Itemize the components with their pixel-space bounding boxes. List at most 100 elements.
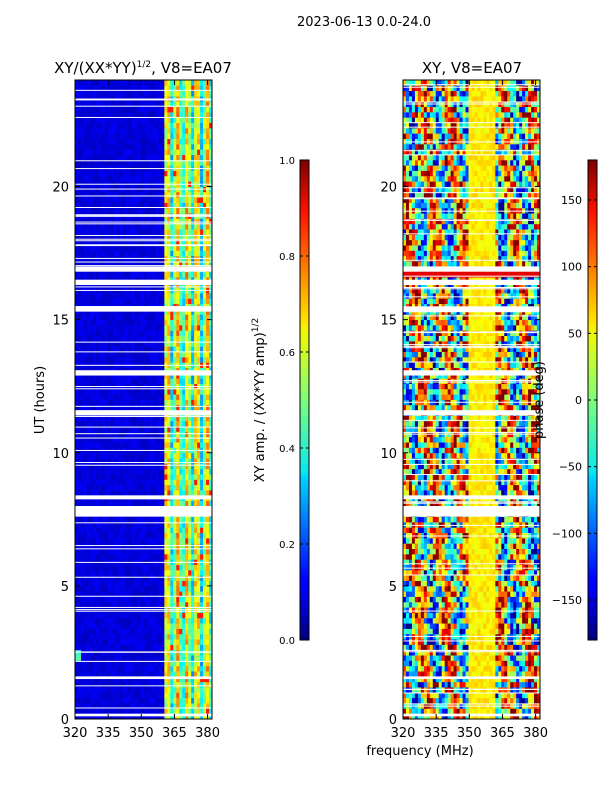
heatmap-cell <box>131 229 135 235</box>
heatmap-cell <box>206 202 210 209</box>
heatmap-cell <box>89 298 94 305</box>
heatmap-cell <box>131 319 135 326</box>
heatmap-cell <box>101 623 106 629</box>
heatmap-cell <box>152 697 156 704</box>
heatmap-cell <box>110 351 115 358</box>
heatmap-cell <box>158 644 162 651</box>
heatmap-cell <box>146 165 150 171</box>
heatmap-cell <box>209 298 213 305</box>
heatmap-cell <box>203 580 207 587</box>
heatmap-cell <box>107 340 112 347</box>
heatmap-cell <box>140 165 144 171</box>
heatmap-cell <box>125 474 130 480</box>
heatmap-cell <box>134 665 138 672</box>
heatmap-cell <box>75 239 79 246</box>
heatmap-cell <box>149 415 153 422</box>
heatmap-cell <box>188 601 192 608</box>
heatmap-cell <box>92 676 97 683</box>
heatmap-cell <box>101 671 106 677</box>
heatmap-cell <box>152 372 156 379</box>
heatmap-cell <box>197 229 201 235</box>
heatmap-cell <box>125 623 130 629</box>
heatmap-cell <box>149 154 153 161</box>
heatmap-cell <box>101 426 106 432</box>
heatmap-cell <box>75 591 79 597</box>
heatmap-cell <box>158 537 162 544</box>
heatmap-cell <box>116 319 121 326</box>
heatmap-cell <box>80 229 85 235</box>
heatmap-cell <box>176 532 180 539</box>
heatmap-cell <box>161 623 165 629</box>
heatmap-cell <box>134 628 138 635</box>
heatmap-cell <box>119 159 124 166</box>
heatmap-cell <box>194 458 198 464</box>
heatmap-cell <box>185 623 189 629</box>
heatmap-cell <box>155 633 159 640</box>
heatmap-cell <box>206 420 210 427</box>
heatmap-cell <box>200 676 204 683</box>
heatmap-cell <box>197 628 201 635</box>
heatmap-cell <box>209 479 213 486</box>
heatmap-cell <box>170 596 174 603</box>
heatmap-cell <box>80 324 85 331</box>
heatmap-cell <box>125 591 130 597</box>
heatmap-cell <box>83 442 88 448</box>
heatmap-cell <box>98 553 103 560</box>
heatmap-cell <box>164 143 168 150</box>
heatmap-cell <box>206 388 210 395</box>
heatmap-cell <box>116 159 121 166</box>
heatmap-cell <box>188 388 192 395</box>
heatmap-cell <box>170 234 174 241</box>
heatmap-cell <box>95 234 100 241</box>
heatmap-cell <box>146 612 150 619</box>
heatmap-cell <box>155 415 159 422</box>
heatmap-cell <box>104 633 109 640</box>
heatmap-cell <box>125 388 130 395</box>
heatmap-cell <box>86 516 91 523</box>
heatmap-cell <box>200 319 204 326</box>
heatmap-cell <box>89 548 94 555</box>
heatmap-cell <box>146 149 150 155</box>
heatmap-cell <box>206 697 210 704</box>
heatmap-cell <box>152 218 156 225</box>
heatmap-cell <box>116 655 121 661</box>
heatmap-cell <box>194 463 198 470</box>
heatmap-cell <box>185 149 189 155</box>
heatmap-cell <box>75 149 79 155</box>
heatmap-cell <box>146 516 150 523</box>
heatmap-cell <box>116 671 121 677</box>
heatmap-cell <box>182 585 186 592</box>
heatmap-cell <box>158 250 162 257</box>
heatmap-cell <box>83 474 88 480</box>
heatmap-cell <box>125 639 130 645</box>
heatmap-cell <box>206 708 210 715</box>
heatmap-cell <box>83 420 88 427</box>
heatmap-cell <box>149 468 153 475</box>
heatmap-cell <box>209 490 213 496</box>
heatmap-cell <box>164 351 168 358</box>
heatmap-cell <box>200 239 204 246</box>
heatmap-cell <box>86 697 91 704</box>
heatmap-cell <box>185 308 189 315</box>
heatmap-cell <box>155 639 159 645</box>
heatmap-cell <box>185 351 189 358</box>
heatmap-cell <box>209 665 213 672</box>
heatmap-cell <box>161 223 165 230</box>
heatmap-cell <box>140 351 144 358</box>
heatmap-cell <box>176 159 180 166</box>
heatmap-cell <box>197 655 201 661</box>
heatmap-cell <box>194 346 198 352</box>
heatmap-cell <box>98 484 103 491</box>
heatmap-cell <box>92 165 97 171</box>
heatmap-cell <box>161 250 165 257</box>
heatmap-cell <box>128 660 132 667</box>
heatmap-cell <box>152 431 156 438</box>
heatmap-cell <box>80 585 85 592</box>
heatmap-cell <box>92 617 97 624</box>
heatmap-cell <box>125 500 130 507</box>
heatmap-cell <box>77 293 82 299</box>
heatmap-cell <box>143 527 147 534</box>
heatmap-cell <box>188 154 192 161</box>
heatmap-cell <box>206 692 210 699</box>
heatmap-cell <box>149 319 153 326</box>
